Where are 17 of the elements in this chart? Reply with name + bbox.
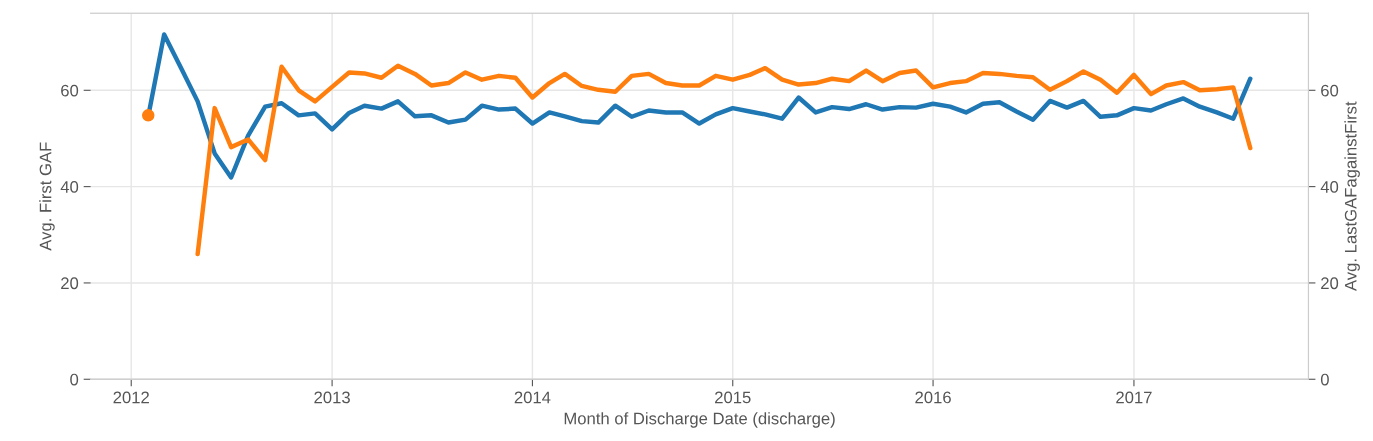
y-tick-label: 20 [61, 277, 79, 290]
y-tick-label: 60 [61, 84, 79, 97]
y2-tick-label: 60 [1321, 84, 1339, 97]
y2-axis-title: Avg. LastGAFagainstFirst [1344, 101, 1360, 291]
x-tick-label: 2014 [514, 391, 551, 404]
y2-tick-label: 20 [1321, 277, 1339, 290]
y-axis-title: Avg. First GAF [39, 142, 55, 251]
x-tick-label: 2017 [1116, 391, 1152, 404]
y2-tick-label: 40 [1320, 181, 1339, 193]
x-tick-label: 2016 [915, 391, 951, 404]
x-tick-label: 2013 [314, 391, 350, 404]
x-axis-title: Month of Discharge Date (discharge) [564, 412, 835, 428]
y-tick-label: 0 [70, 373, 79, 386]
x-tick-label: 2015 [715, 391, 751, 404]
y-tick-label: 40 [60, 181, 79, 193]
y2-tick-label: 0 [1320, 373, 1329, 386]
x-tick-label: 2012 [113, 391, 149, 404]
